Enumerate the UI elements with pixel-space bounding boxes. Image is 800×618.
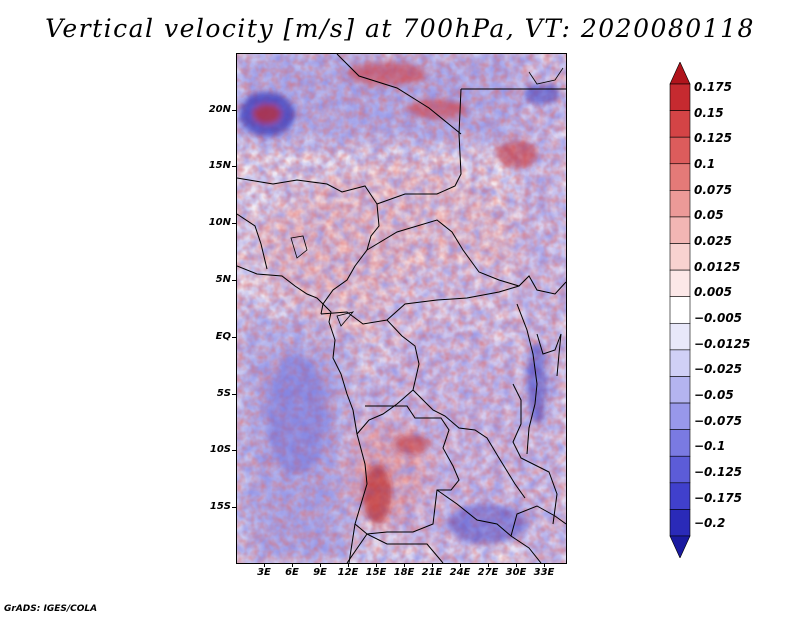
lat-tick-label: 15N	[208, 160, 231, 171]
colorbar-level-label: 0.175	[694, 80, 732, 94]
lon-tickmark	[460, 563, 461, 567]
lat-tickmark	[232, 223, 236, 224]
lon-tick-label: 6E	[285, 567, 299, 578]
lat-tick-label: 10N	[208, 217, 231, 228]
lon-tick-label: 18E	[393, 567, 415, 578]
colorbar-swatch	[669, 535, 691, 558]
colorbar-swatch	[669, 349, 691, 377]
chart-title: Vertical velocity [m/s] at 700hPa, VT: 2…	[45, 14, 755, 43]
lat-tickmark	[232, 166, 236, 167]
colorbar	[669, 62, 691, 558]
colorbar-level-label: −0.075	[694, 414, 743, 428]
grads-credit: GrADS: IGES/COLA	[4, 604, 98, 614]
colorbar-swatch	[669, 136, 691, 165]
lon-tick-label: 21E	[421, 567, 443, 578]
colorbar-level-label: 0.05	[694, 208, 724, 222]
colorbar-level-label: 0.15	[694, 106, 724, 120]
colorbar-level-label: 0.125	[694, 131, 732, 145]
colorbar-swatch	[669, 322, 691, 351]
lon-tickmark	[516, 563, 517, 567]
lon-tickmark	[292, 563, 293, 567]
colorbar-level-label: 0.025	[694, 234, 732, 248]
colorbar-swatch	[669, 296, 691, 324]
colorbar-swatch	[669, 243, 691, 271]
lon-tickmark	[404, 563, 405, 567]
colorbar-swatch	[669, 269, 691, 298]
field-strong-cells	[239, 62, 560, 544]
lat-tickmark	[232, 110, 236, 111]
colorbar-swatch	[669, 62, 691, 85]
colorbar-level-label: −0.1	[694, 439, 726, 453]
lat-tick-label: EQ	[215, 331, 231, 342]
colorbar-swatch	[669, 190, 691, 218]
lon-tickmark	[320, 563, 321, 567]
colorbar-level-label: −0.005	[694, 311, 743, 325]
lon-tick-label: 33E	[533, 567, 555, 578]
lat-tickmark	[232, 507, 236, 508]
lon-tick-label: 3E	[257, 567, 271, 578]
country-borders	[237, 54, 566, 563]
lon-tickmark	[348, 563, 349, 567]
lat-tick-label: 5S	[216, 388, 231, 399]
lat-tick-label: 5N	[215, 274, 231, 285]
lon-tickmark	[488, 563, 489, 567]
colorbar-swatch	[669, 429, 691, 457]
colorbar-level-label: 0.0125	[694, 260, 741, 274]
colorbar-swatch	[669, 83, 691, 111]
colorbar-swatch	[669, 110, 691, 138]
colorbar-swatch	[669, 163, 691, 191]
lon-tick-label: 24E	[449, 567, 471, 578]
lat-tickmark	[232, 394, 236, 395]
colorbar-swatch	[669, 482, 691, 510]
vertical-velocity-map	[237, 54, 566, 563]
colorbar-swatch	[669, 509, 691, 537]
lon-tick-label: 27E	[477, 567, 499, 578]
lon-tick-label: 12E	[337, 567, 359, 578]
lat-tick-label: 10S	[209, 444, 231, 455]
colorbar-level-label: −0.0125	[694, 337, 751, 351]
atlantic-coastline	[237, 265, 368, 563]
colorbar-swatch	[669, 376, 691, 404]
lat-tickmark	[232, 450, 236, 451]
colorbar-swatch	[669, 402, 691, 430]
lon-tickmark	[432, 563, 433, 567]
map-panel	[236, 53, 567, 564]
lon-tickmark	[544, 563, 545, 567]
lat-tick-label: 15S	[209, 501, 231, 512]
colorbar-level-label: −0.2	[694, 516, 726, 530]
colorbar-level-label: −0.025	[694, 362, 743, 376]
lat-tickmark	[232, 280, 236, 281]
lon-tick-label: 9E	[313, 567, 327, 578]
lat-tick-label: 20N	[208, 104, 231, 115]
colorbar-level-label: 0.075	[694, 183, 732, 197]
colorbar-level-label: 0.1	[694, 157, 716, 171]
lon-tick-label: 30E	[505, 567, 527, 578]
colorbar-level-label: 0.005	[694, 285, 732, 299]
colorbar-swatch	[669, 216, 691, 244]
lon-tick-label: 15E	[365, 567, 387, 578]
colorbar-level-label: −0.175	[694, 491, 743, 505]
lon-tickmark	[264, 563, 265, 567]
colorbar-level-label: −0.125	[694, 465, 743, 479]
colorbar-swatch	[669, 455, 691, 484]
lat-tickmark	[232, 337, 236, 338]
lon-tickmark	[376, 563, 377, 567]
colorbar-level-label: −0.05	[694, 388, 734, 402]
